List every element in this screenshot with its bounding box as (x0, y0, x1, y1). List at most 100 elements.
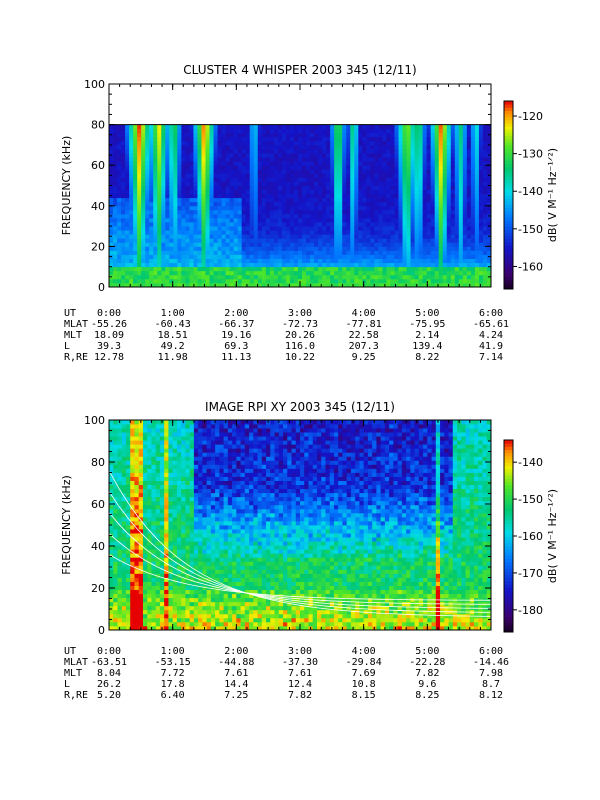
spectrogram-cell (478, 201, 484, 207)
ephemeris-value: -72.73 (282, 319, 318, 330)
spectrogram-cell (117, 189, 122, 195)
spectrogram-cell (358, 181, 363, 186)
spectrogram-cell (374, 246, 379, 251)
spectrogram-cell (121, 573, 127, 578)
spectrogram-cell (265, 201, 271, 207)
spectrogram-cell (414, 189, 420, 195)
spectrogram-cell (185, 148, 190, 154)
spectrogram-cell (225, 254, 231, 259)
spectrogram-cell (454, 193, 460, 199)
spectrogram-cell (442, 266, 448, 272)
spectrogram-cell (153, 238, 158, 243)
spectrogram-cell (117, 593, 123, 599)
spectrogram-cell (217, 201, 222, 207)
spectrogram-cell (185, 258, 190, 264)
spectrogram-cell (338, 242, 343, 247)
spectrogram-cell (454, 278, 460, 284)
spectrogram-cell (430, 266, 436, 272)
spectrogram-cell (233, 173, 239, 178)
spectrogram-cell (137, 230, 142, 235)
spectrogram-cell (326, 181, 331, 186)
spectrogram-cell (426, 246, 432, 251)
spectrogram-cell (474, 209, 480, 215)
spectrogram-cell (109, 577, 114, 582)
spectrogram-cell (322, 270, 327, 276)
spectrogram-cell (454, 254, 460, 259)
spectrogram-cell (410, 217, 415, 223)
spectrogram-cell (229, 169, 235, 174)
spectrogram-cell (350, 140, 355, 146)
spectrogram-cell (426, 226, 432, 231)
spectrogram-cell (322, 222, 327, 227)
spectrogram-cell (164, 525, 169, 530)
spectrogram-cell (302, 148, 307, 154)
spectrogram-cell (334, 213, 339, 219)
spectrogram-cell (133, 242, 138, 247)
spectrogram-cell (281, 278, 287, 284)
spectrogram-cell (185, 165, 190, 170)
ephemeris-row-label: UT (64, 308, 76, 319)
spectrogram-cell (410, 189, 415, 195)
spectrogram-cell (458, 222, 464, 227)
spectrogram-cell (342, 238, 347, 243)
spectrogram-cell (147, 561, 152, 566)
spectrogram-cell (346, 270, 351, 276)
spectrogram-cell (430, 250, 436, 255)
spectrogram-cell (442, 238, 448, 243)
spectrogram-cell (149, 197, 154, 203)
spectrogram-cell (245, 238, 251, 243)
spectrogram-cell (164, 609, 169, 615)
spectrogram-cell (145, 282, 150, 288)
spectrogram-cell (125, 258, 130, 264)
spectrogram-cell (462, 262, 468, 268)
spectrogram-cell (177, 144, 182, 150)
spectrogram-cell (133, 270, 138, 276)
spectrogram-cell (358, 282, 363, 288)
spectrogram-cell (277, 230, 283, 235)
spectrogram-cell (310, 201, 315, 207)
spectrogram-cell (155, 617, 161, 623)
spectrogram-cell (374, 181, 379, 186)
spectrogram-cell (422, 262, 428, 268)
spectrogram-cell (330, 177, 335, 182)
spectrogram-cell (185, 230, 190, 235)
spectrogram-cell (466, 278, 472, 284)
spectrogram-cell (374, 124, 379, 130)
spectrogram-cell (265, 140, 271, 146)
spectrogram-cell (306, 258, 311, 264)
spectrogram-cell (109, 504, 114, 510)
spectrogram-cell (121, 132, 126, 138)
spectrogram-cell (482, 213, 488, 219)
spectrogram-cell (142, 577, 148, 582)
spectrogram-cell (410, 254, 415, 259)
spectrogram-cell (141, 230, 146, 235)
spectrogram-cell (133, 165, 138, 170)
spectrogram-cell (134, 625, 140, 631)
spectrogram-cell (173, 209, 178, 215)
spectrogram-cell (257, 197, 263, 203)
spectrogram-cell (350, 136, 355, 142)
spectrogram-cell (370, 124, 375, 130)
spectrogram-cell (176, 420, 182, 425)
spectrogram-cell (374, 161, 379, 166)
spectrogram-cell (446, 278, 452, 284)
colorbar-segment (504, 126, 513, 130)
spectrogram-cell (289, 278, 295, 284)
spectrogram-cell (151, 444, 157, 449)
spectrogram-cell (121, 177, 126, 182)
spectrogram-cell (185, 177, 190, 182)
spectrogram-cell (113, 577, 118, 582)
spectrogram-cell (113, 165, 118, 170)
spectrogram-cell (159, 424, 165, 429)
spectrogram-cell (117, 266, 122, 272)
spectrogram-cell (358, 242, 363, 247)
spectrogram-cell (117, 541, 123, 546)
spectrogram-cell (164, 420, 169, 425)
spectrogram-cell (302, 185, 307, 190)
spectrogram-cell (322, 169, 327, 174)
spectrogram-cell (273, 161, 279, 166)
spectrogram-cell (410, 234, 415, 239)
spectrogram-cell (281, 128, 287, 134)
spectrogram-cell (109, 545, 114, 550)
spectrogram-cell (209, 185, 214, 190)
